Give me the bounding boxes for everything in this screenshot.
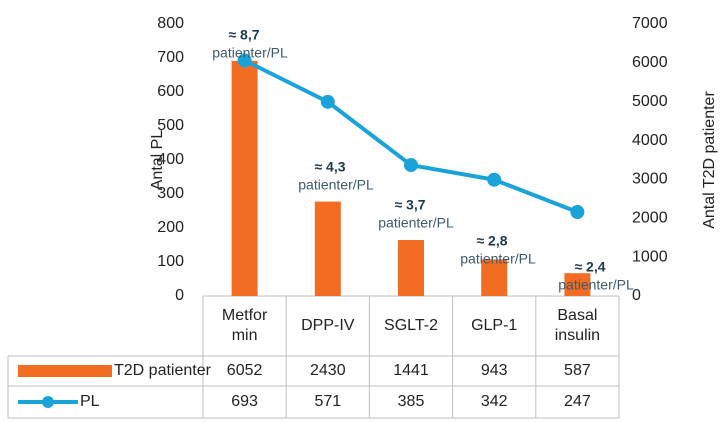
line [243,58,579,214]
table-cell: 247 [564,393,591,410]
y2-tick-label: 1000 [632,248,668,265]
y-tick-label: 500 [157,117,184,134]
bar [231,60,258,296]
y-tick-label: 700 [157,49,184,66]
bar [314,201,341,296]
annotation-ratio: ≈ 2,4 [574,259,605,275]
bar [398,240,424,296]
line-marker [487,172,502,187]
y-tick-label: 200 [157,219,184,236]
y2-axis-title: Antal T2D patienter [701,91,718,229]
y2-tick-label: 7000 [632,15,668,32]
legend-label: T2D patienter [114,362,212,379]
y2-tick-label: 2000 [632,210,668,227]
annotation-unit: patienter/PL [298,177,374,193]
table-cell: 587 [564,362,591,379]
annotation-unit: patienter/PL [460,251,536,267]
table-cell: 2430 [310,362,346,379]
y-tick-label: 800 [157,15,184,32]
x-tick-label: SGLT-2 [384,317,438,334]
x-tick-label: Basal insulin [555,307,600,344]
bar [481,259,508,296]
table-cell: 342 [481,393,508,410]
annotation-ratio: ≈ 3,7 [394,197,425,213]
bar [564,273,591,296]
y-tick-label: 300 [157,185,184,202]
y-tick-label: 400 [157,151,184,168]
y2-tick-label: 4000 [632,132,668,149]
annotation-ratio: ≈ 4,3 [314,159,345,175]
line-marker [237,53,252,68]
legend-swatch [18,365,112,377]
annotation-unit: patienter/PL [378,215,454,231]
table-cell: 943 [481,362,508,379]
annotation-ratio: ≈ 2,8 [476,233,507,249]
y2-tick-label: 3000 [632,171,668,188]
table-cell: 1441 [393,362,429,379]
x-tick-label: GLP-1 [471,317,517,334]
table-cell: 571 [314,393,341,410]
y-tick-label: 600 [157,83,184,100]
line-marker [404,158,418,173]
table-cell: 6052 [227,362,263,379]
x-tick-label: DPP-IV [301,317,355,334]
y2-tick-label: 5000 [632,93,668,110]
y-tick-label: 0 [175,287,184,304]
annotation-ratio: ≈ 8,7 [228,27,259,43]
y-axis-title: Antal PL [149,130,166,191]
y2-tick-label: 6000 [632,54,668,71]
table-cell: 693 [231,393,258,410]
y-tick-label: 100 [157,253,184,270]
y2-tick-label: 0 [632,287,641,304]
annotation-unit: patienter/PL [558,277,634,293]
legend-swatch [42,396,54,408]
x-tick-label: Metfor min [222,307,268,344]
line-marker [570,205,585,220]
legend-label: PL [80,393,100,410]
annotation-unit: patienter/PL [212,45,288,61]
table-cell: 385 [398,393,425,410]
line-marker [320,94,335,109]
